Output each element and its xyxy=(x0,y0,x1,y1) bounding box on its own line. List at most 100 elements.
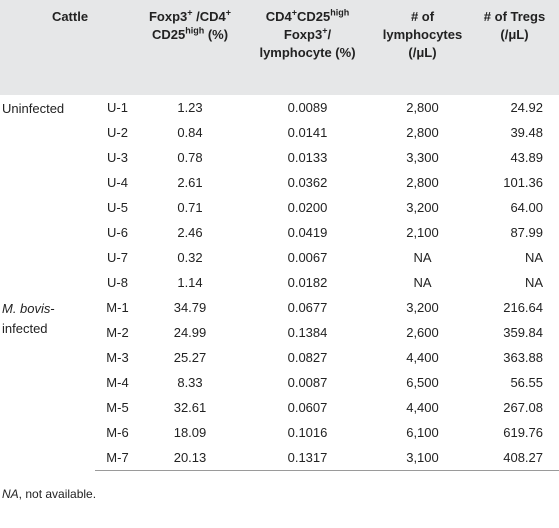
header-text: Foxp3 xyxy=(148,9,188,24)
cattle-id: U-2 xyxy=(107,125,128,140)
value-cell: 43.89 xyxy=(510,150,543,165)
table-row: U-5 0.71 0.0200 3,200 64.00 xyxy=(0,195,559,220)
table-row: U-7 0.32 0.0067 NA NA xyxy=(0,245,559,270)
table-body: Uninfected U-1 1.23 0.0089 2,800 24.92 U-2 0.84… xyxy=(0,95,559,471)
cattle-id: U-4 xyxy=(107,175,128,190)
table-row: Uninfected U-1 1.23 0.0089 2,800 24.92 xyxy=(0,95,559,120)
header-text: CD25 xyxy=(151,27,186,42)
table-row: M. bovis-infected M-1 34.79 0.0677 3,200 216.… xyxy=(0,295,559,336)
header-text: lymphocyte (%) xyxy=(259,45,356,60)
header-cell: Cattle xyxy=(0,0,140,95)
value-cell: 359.84 xyxy=(503,325,543,340)
header-text: Cattle xyxy=(51,9,89,24)
cattle-id: U-6 xyxy=(107,225,128,240)
group-label: M. bovis xyxy=(2,301,51,316)
value-cell: 0.0200 xyxy=(287,200,328,215)
cattle-id: M-6 xyxy=(106,425,129,440)
value-cell: 0.0141 xyxy=(287,125,328,140)
value-cell: 24.92 xyxy=(510,100,543,115)
table-row: M-6 18.09 0.1016 6,100 619.76 xyxy=(0,420,559,445)
header-text: CD25 xyxy=(297,9,331,24)
value-cell: 3,100 xyxy=(375,445,470,471)
value-cell: 2,600 xyxy=(406,325,439,340)
header-sup: + xyxy=(225,7,232,18)
header-sup: + xyxy=(291,7,298,18)
cattle-id: M-1 xyxy=(106,300,129,315)
header-text: (/μL) xyxy=(408,45,437,60)
value-cell: 1.14 xyxy=(177,275,203,290)
value-cell: 3,200 xyxy=(406,300,439,315)
header-text: # of xyxy=(410,9,435,24)
value-cell: 24.99 xyxy=(173,325,207,340)
value-cell: 3,200 xyxy=(406,200,439,215)
value-cell: 3,300 xyxy=(406,150,439,165)
value-cell: 2.46 xyxy=(177,225,203,240)
value-cell: 18.09 xyxy=(173,425,207,440)
cattle-id: M-2 xyxy=(106,325,129,340)
value-cell: 101.36 xyxy=(503,175,543,190)
value-cell: 8.33 xyxy=(177,375,203,390)
group-label: Uninfected xyxy=(2,101,65,116)
value-cell: 0.0089 xyxy=(287,100,328,115)
cattle-id: M-7 xyxy=(95,445,140,471)
value-cell: NA xyxy=(524,250,543,265)
value-cell: 619.76 xyxy=(503,425,543,440)
value-cell: 25.27 xyxy=(173,350,207,365)
table-row: M-4 8.33 0.0087 6,500 56.55 xyxy=(0,370,559,395)
cattle-id: U-7 xyxy=(107,250,128,265)
group-cell: M. bovis-infected xyxy=(0,295,95,470)
header-text: / xyxy=(327,27,332,42)
value-cell: 34.79 xyxy=(173,300,207,315)
value-cell: NA xyxy=(413,250,432,265)
group-cell: Uninfected xyxy=(0,95,95,295)
header-sup: + xyxy=(322,25,328,36)
header-cell: # of lymphocytes (/μL) xyxy=(375,0,470,95)
footnote: NA, not available. xyxy=(2,487,559,501)
footnote-abbr: NA xyxy=(2,486,19,501)
header-cell: Foxp3+ /CD4+ CD25high (%) xyxy=(140,0,240,95)
header-text: # of Tregs xyxy=(483,9,546,24)
value-cell: 56.55 xyxy=(510,375,543,390)
value-cell: 32.61 xyxy=(173,400,207,415)
table-row: M-2 24.99 0.1384 2,600 359.84 xyxy=(0,320,559,345)
header-row: Cattle Foxp3+ /CD4+ CD25high (%) CD4+CD2… xyxy=(0,0,559,95)
cattle-id: U-3 xyxy=(107,150,128,165)
value-cell: 87.99 xyxy=(510,225,543,240)
value-cell: 39.48 xyxy=(510,125,543,140)
value-cell: 0.0419 xyxy=(287,225,328,240)
value-cell: 363.88 xyxy=(503,350,543,365)
value-cell: 0.0607 xyxy=(287,400,328,415)
data-table: Cattle Foxp3+ /CD4+ CD25high (%) CD4+CD2… xyxy=(0,0,559,471)
value-cell: 2,800 xyxy=(406,175,439,190)
value-cell: 0.1384 xyxy=(287,325,328,340)
value-cell: 2.61 xyxy=(177,175,203,190)
value-cell: 0.0133 xyxy=(287,150,328,165)
cattle-id: U-1 xyxy=(107,100,128,115)
header-cell: # of Tregs (/μL) xyxy=(470,0,559,95)
value-cell: NA xyxy=(524,275,543,290)
value-cell: 2,100 xyxy=(406,225,439,240)
header-cell: CD4+CD25high Foxp3+/ lymphocyte (%) xyxy=(240,0,375,95)
value-cell: 2,800 xyxy=(406,125,439,140)
value-cell: 0.78 xyxy=(177,150,203,165)
value-cell: 0.0087 xyxy=(287,375,328,390)
cattle-id: U-8 xyxy=(107,275,128,290)
header-text: /CD4 xyxy=(192,9,226,24)
value-cell: 267.08 xyxy=(503,400,543,415)
header-text: (/μL) xyxy=(500,27,529,42)
table-row: U-8 1.14 0.0182 NA NA xyxy=(0,270,559,295)
value-cell: 2,800 xyxy=(406,100,439,115)
table-row: M-3 25.27 0.0827 4,400 363.88 xyxy=(0,345,559,370)
value-cell: 6,500 xyxy=(406,375,439,390)
table-row: U-3 0.78 0.0133 3,300 43.89 xyxy=(0,145,559,170)
table-row: U-2 0.84 0.0141 2,800 39.48 xyxy=(0,120,559,145)
cattle-id: M-4 xyxy=(106,375,129,390)
value-cell: 0.1317 xyxy=(240,445,375,471)
cattle-id: U-5 xyxy=(107,200,128,215)
value-cell: 0.0827 xyxy=(287,350,328,365)
footnote-text: , not available. xyxy=(18,486,97,501)
table-row: M-5 32.61 0.0607 4,400 267.08 xyxy=(0,395,559,420)
table-row: U-4 2.61 0.0362 2,800 101.36 xyxy=(0,170,559,195)
value-cell: 20.13 xyxy=(140,445,240,471)
